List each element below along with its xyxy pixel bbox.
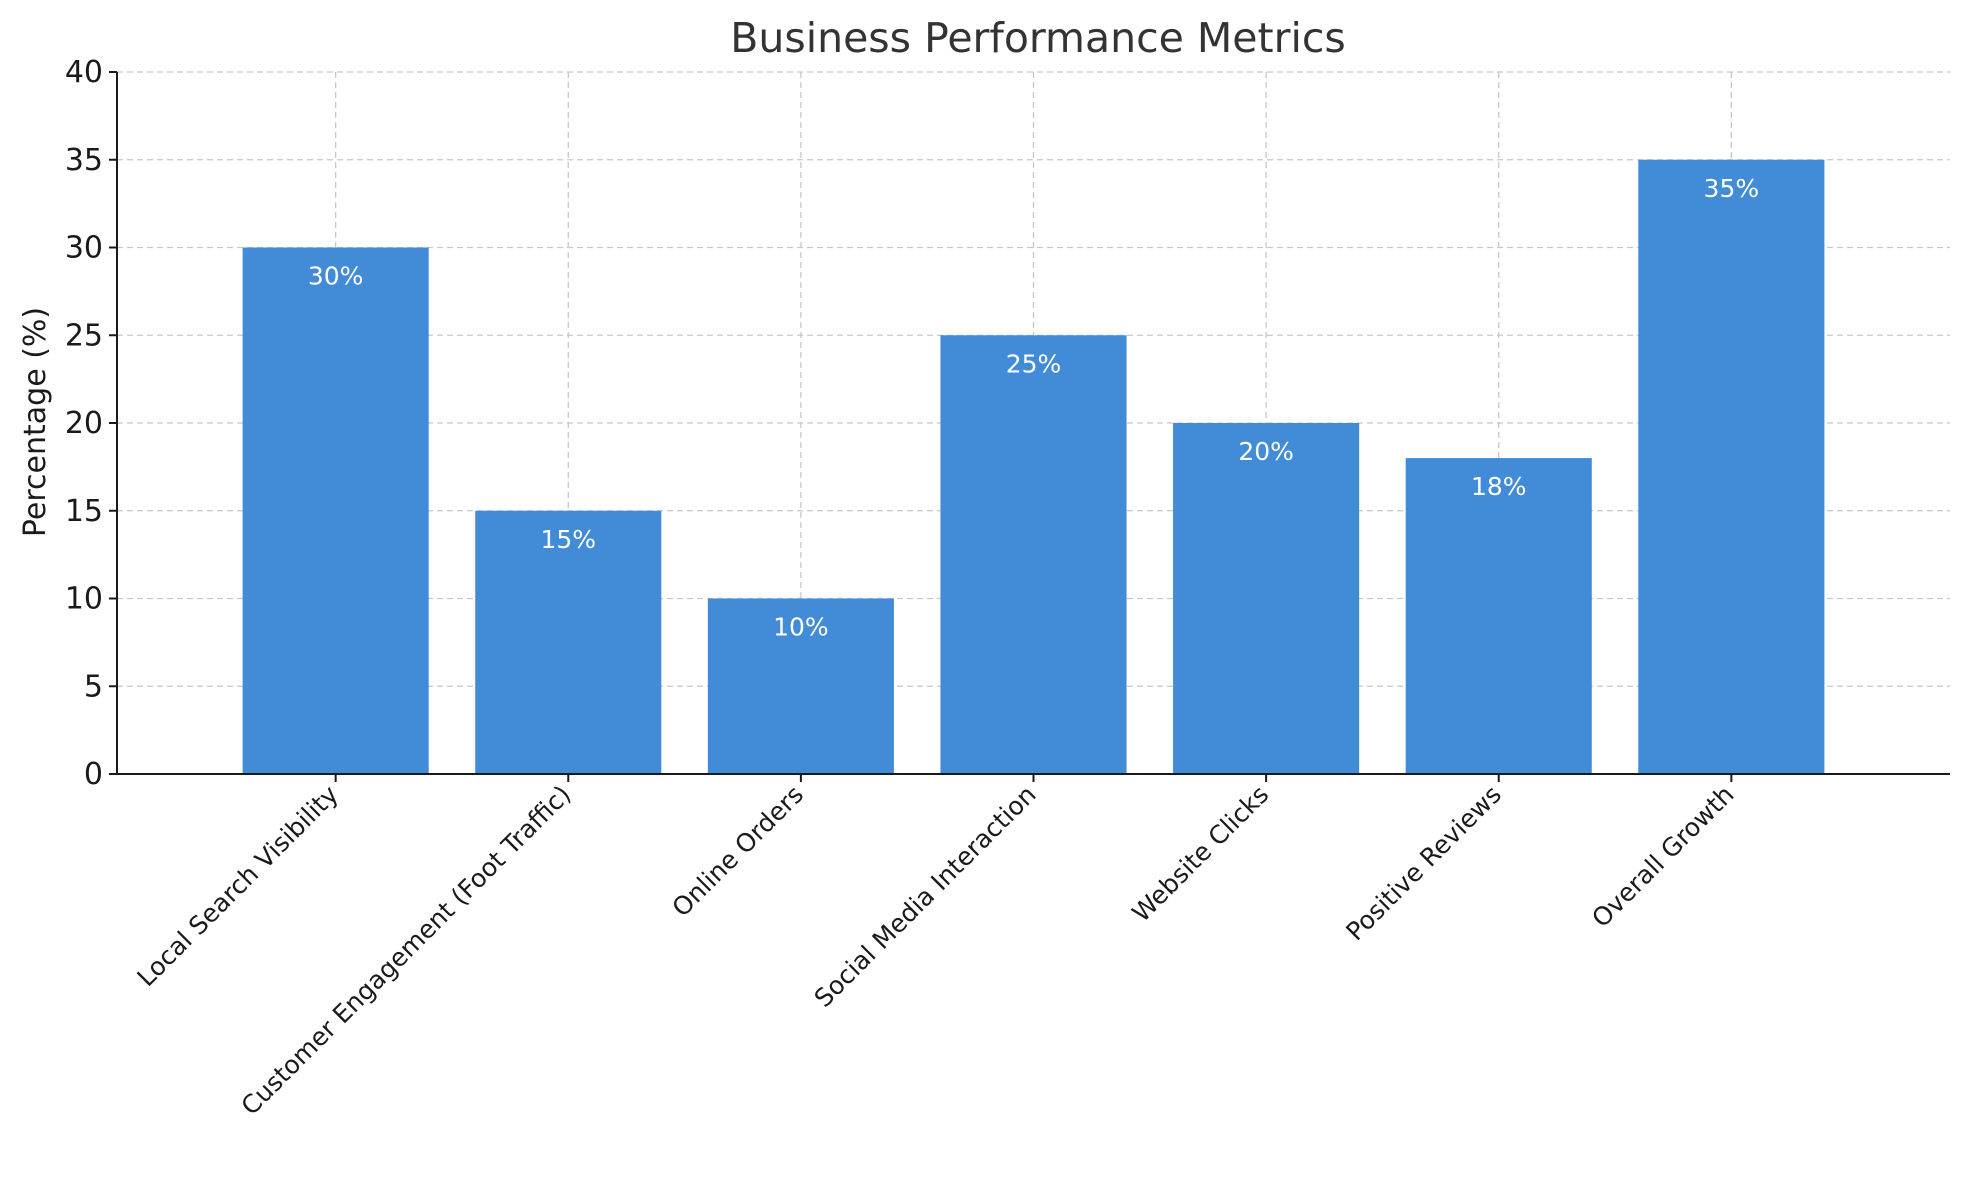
y-tick-label: 30 xyxy=(65,231,103,266)
bar-website-clicks xyxy=(1173,423,1360,774)
bar-customer-engagement-foot-traffic xyxy=(475,510,662,774)
data-label: 30% xyxy=(308,262,364,291)
bar-overall-growth xyxy=(1638,159,1825,774)
bars xyxy=(242,159,1825,774)
chart-title: Business Performance Metrics xyxy=(730,14,1346,62)
x-tick-label: Overall Growth xyxy=(1586,780,1739,933)
data-labels: 30% 15% 10% 25% 20% 18% 35% xyxy=(308,174,1759,642)
y-tick-label: 15 xyxy=(65,494,103,529)
data-label: 18% xyxy=(1471,472,1527,501)
data-label: 20% xyxy=(1238,437,1294,466)
bar-local-search-visibility xyxy=(242,247,429,774)
x-tick-label: Local Search Visibility xyxy=(132,780,345,993)
bar-positive-reviews xyxy=(1405,458,1592,774)
data-label: 10% xyxy=(773,613,829,642)
x-tick-label: Website Clicks xyxy=(1126,780,1274,928)
bar-online-orders xyxy=(707,598,894,774)
data-label: 35% xyxy=(1704,174,1760,203)
x-tick-label: Positive Reviews xyxy=(1340,780,1507,947)
x-tick-label: Social Media Interaction xyxy=(809,780,1042,1013)
data-label: 15% xyxy=(540,525,596,554)
y-axis-label: Percentage (%) xyxy=(18,307,53,537)
y-tick-label: 40 xyxy=(65,55,103,90)
data-label: 25% xyxy=(1006,349,1062,378)
y-tick-label: 20 xyxy=(65,406,103,441)
y-ticks: 0 5 10 15 20 25 30 35 40 xyxy=(65,55,117,792)
y-tick-label: 0 xyxy=(84,757,103,792)
x-tick-label: Online Orders xyxy=(667,780,810,923)
y-tick-label: 10 xyxy=(65,582,103,617)
bar-social-media-interaction xyxy=(940,335,1127,774)
y-tick-label: 5 xyxy=(84,669,103,704)
y-tick-label: 35 xyxy=(65,143,103,178)
y-tick-label: 25 xyxy=(65,318,103,353)
